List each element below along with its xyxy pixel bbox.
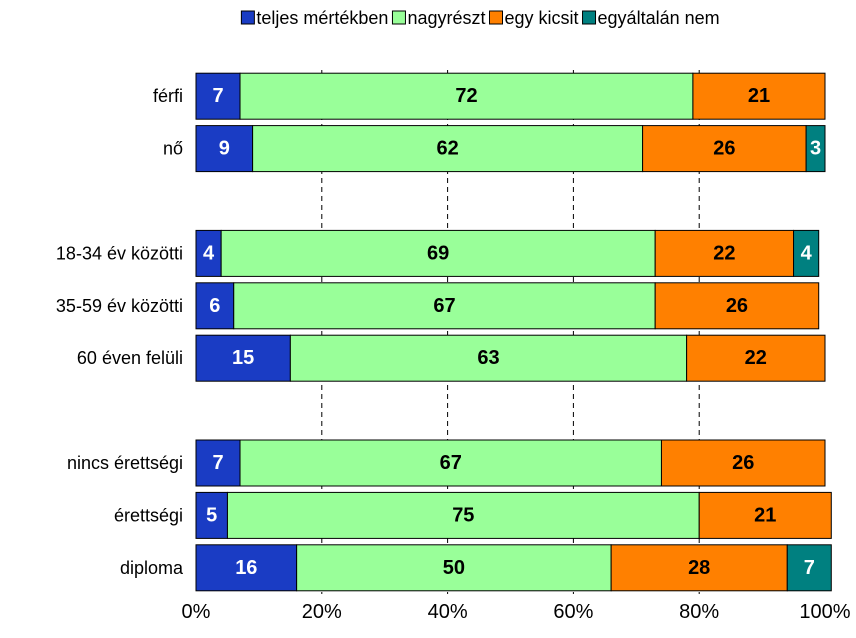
- data-label: 4: [801, 242, 813, 264]
- category-label: 35-59 év közötti: [56, 296, 183, 316]
- legend-label: egy kicsit: [505, 8, 579, 28]
- data-label: 6: [209, 295, 220, 317]
- data-label: 7: [212, 452, 223, 474]
- legend-label: teljes mértékben: [256, 8, 388, 28]
- data-label: 67: [433, 295, 455, 317]
- data-label: 21: [754, 504, 776, 526]
- bar-segment: [642, 125, 807, 173]
- data-label: 16: [235, 557, 257, 579]
- bar-segment: [686, 334, 826, 382]
- category-label: nincs érettségi: [67, 453, 183, 473]
- x-tick-label: 40%: [428, 601, 468, 623]
- data-label: 50: [443, 557, 465, 579]
- legend-swatch: [489, 10, 503, 25]
- bar-segment: [239, 72, 694, 120]
- data-label: 63: [477, 347, 499, 369]
- bar-segment: [239, 439, 662, 487]
- legend: teljes mértékben nagyrészt egy kicsit egyál…: [240, 8, 720, 28]
- data-label: 69: [427, 242, 449, 264]
- legend-swatch: [391, 10, 406, 25]
- data-label: 26: [726, 295, 748, 317]
- x-tick-label: 100%: [799, 601, 850, 623]
- bar-segment: [698, 491, 832, 539]
- x-tick-label: 80%: [679, 601, 719, 623]
- bar-segment: [195, 439, 241, 487]
- category-label: nő: [163, 139, 183, 159]
- category-label: 18-34 év közötti: [56, 243, 183, 263]
- bar-segment: [296, 544, 612, 592]
- bar-segment: [195, 229, 222, 277]
- legend-swatch: [240, 10, 255, 25]
- data-label: 9: [219, 138, 230, 160]
- legend-label: egyáltalán nem: [598, 8, 720, 28]
- bar-segment: [805, 125, 826, 173]
- data-label: 22: [745, 347, 767, 369]
- category-label: 60 éven felüli: [77, 348, 183, 368]
- bar-segment: [692, 72, 826, 120]
- bar-segment: [195, 125, 254, 173]
- data-label: 7: [212, 85, 223, 107]
- legend-swatch: [582, 10, 597, 25]
- bar-segment: [786, 544, 832, 592]
- data-label: 26: [713, 138, 735, 160]
- bar-segment: [220, 229, 656, 277]
- data-label: 28: [688, 557, 710, 579]
- data-label: 3: [810, 138, 821, 160]
- bar-segment: [793, 229, 820, 277]
- bar-segment: [610, 544, 788, 592]
- x-tick-label: 20%: [302, 601, 342, 623]
- data-label: 67: [440, 452, 462, 474]
- category-label: diploma: [120, 558, 184, 578]
- data-label: 15: [232, 347, 254, 369]
- bar-segment: [195, 334, 291, 382]
- bar-segment: [654, 282, 820, 330]
- bar-segment: [195, 282, 235, 330]
- data-label: 4: [203, 242, 215, 264]
- bar-segment: [226, 491, 700, 539]
- bar-segment: [233, 282, 656, 330]
- bar-segment: [195, 491, 228, 539]
- bar-segment: [654, 229, 795, 277]
- category-label: érettségi: [114, 505, 183, 525]
- category-label: férfi: [153, 86, 183, 106]
- legend-label: nagyrészt: [407, 8, 485, 28]
- data-label: 26: [732, 452, 754, 474]
- data-label: 22: [713, 242, 735, 264]
- data-label: 21: [748, 85, 770, 107]
- bar-segment: [289, 334, 688, 382]
- data-label: 72: [455, 85, 477, 107]
- x-tick-label: 0%: [182, 601, 211, 623]
- data-label: 75: [452, 504, 474, 526]
- x-tick-label: 60%: [553, 601, 593, 623]
- bar-segment: [660, 439, 826, 487]
- data-label: 7: [804, 557, 815, 579]
- data-label: 62: [436, 138, 458, 160]
- data-label: 5: [206, 504, 217, 526]
- bar-segment: [252, 125, 644, 173]
